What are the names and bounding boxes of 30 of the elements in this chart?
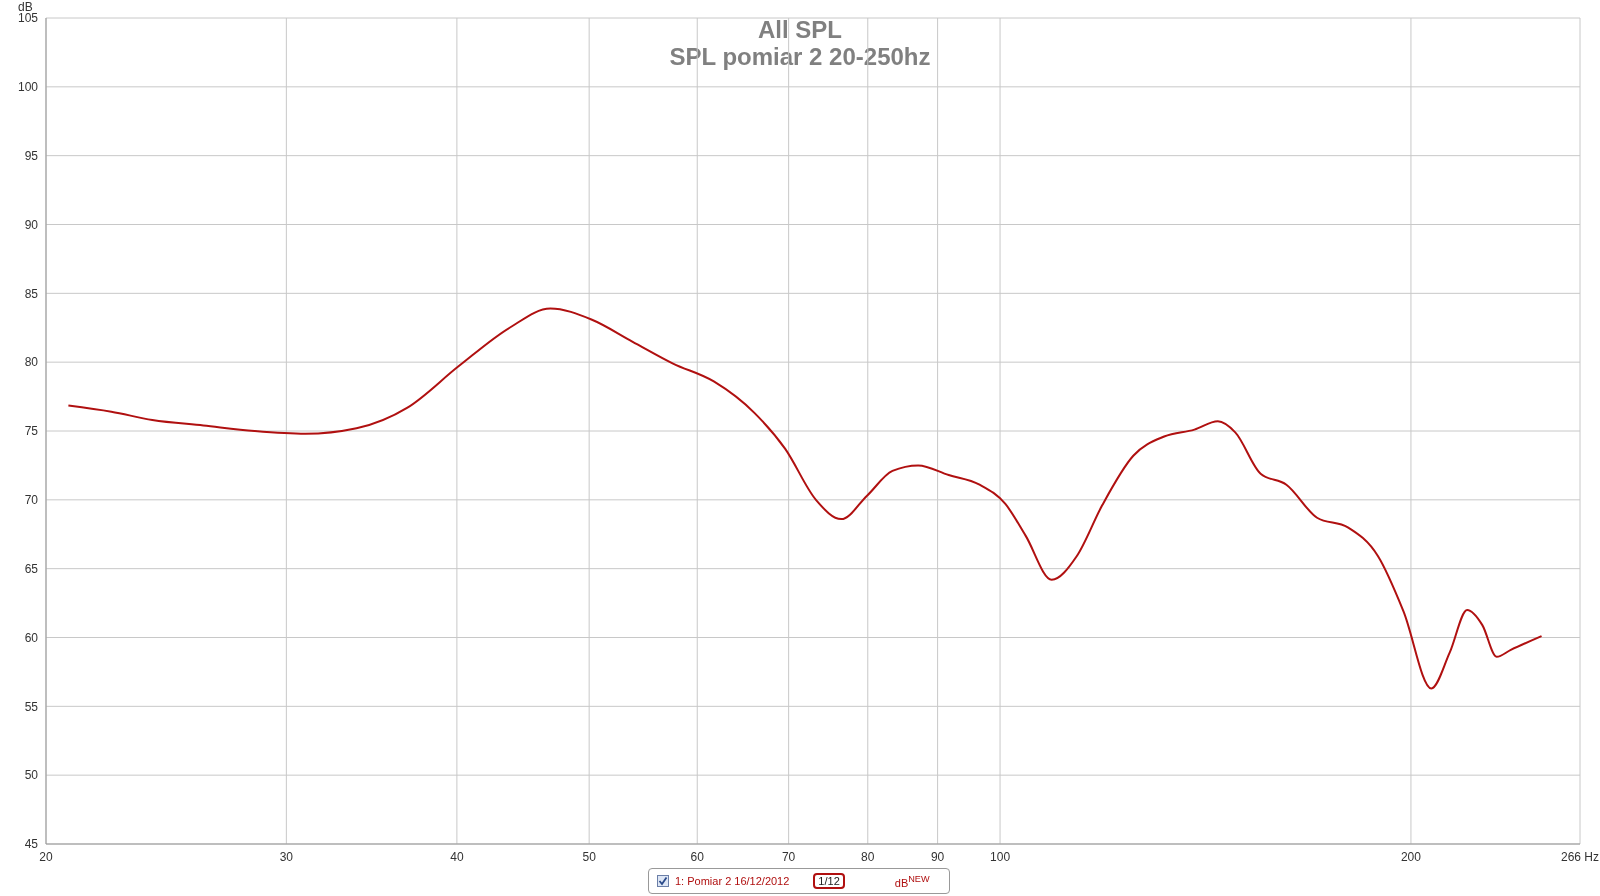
y-tick-label: 65 — [24, 561, 39, 576]
y-tick-label: 50 — [24, 768, 39, 783]
x-tick-label: 60 — [690, 849, 705, 864]
x-tick-label: 90 — [930, 849, 945, 864]
x-tick-label: 30 — [279, 849, 294, 864]
y-tick-label: 75 — [24, 424, 39, 439]
text: dB$^{NEW}$ — [894, 873, 930, 889]
y-tick-label: 95 — [24, 148, 39, 163]
text: 1/12 — [813, 873, 845, 889]
y-axis-title: dB — [18, 0, 33, 14]
x-tick-label: 70 — [781, 849, 796, 864]
text: 1: Pomiar 2 16/12/2012 — [674, 875, 790, 887]
x-tick-label: 200 — [1400, 849, 1422, 864]
x-tick-label: 40 — [450, 849, 464, 864]
text: SPL pomiar 2 20-250hz — [668, 43, 932, 70]
y-tick-label: 80 — [24, 355, 39, 370]
x-tick-label: 266 Hz — [1560, 849, 1600, 864]
y-tick-label: 90 — [24, 217, 39, 232]
y-tick-label: 105 — [17, 11, 39, 26]
y-tick-label: 55 — [24, 699, 39, 714]
chart-title: All SPL — [757, 16, 842, 43]
y-tick-label: 85 — [24, 286, 39, 301]
y-tick-label: 45 — [24, 837, 39, 852]
y-tick-label: 70 — [24, 493, 39, 508]
x-tick-label: 100 — [990, 849, 1011, 864]
x-tick-label: 80 — [861, 849, 875, 864]
x-tick-label: 50 — [582, 849, 597, 864]
y-tick-label: 100 — [17, 80, 39, 95]
x-tick-label: 20 — [39, 849, 53, 864]
y-tick-label: 60 — [24, 630, 39, 645]
